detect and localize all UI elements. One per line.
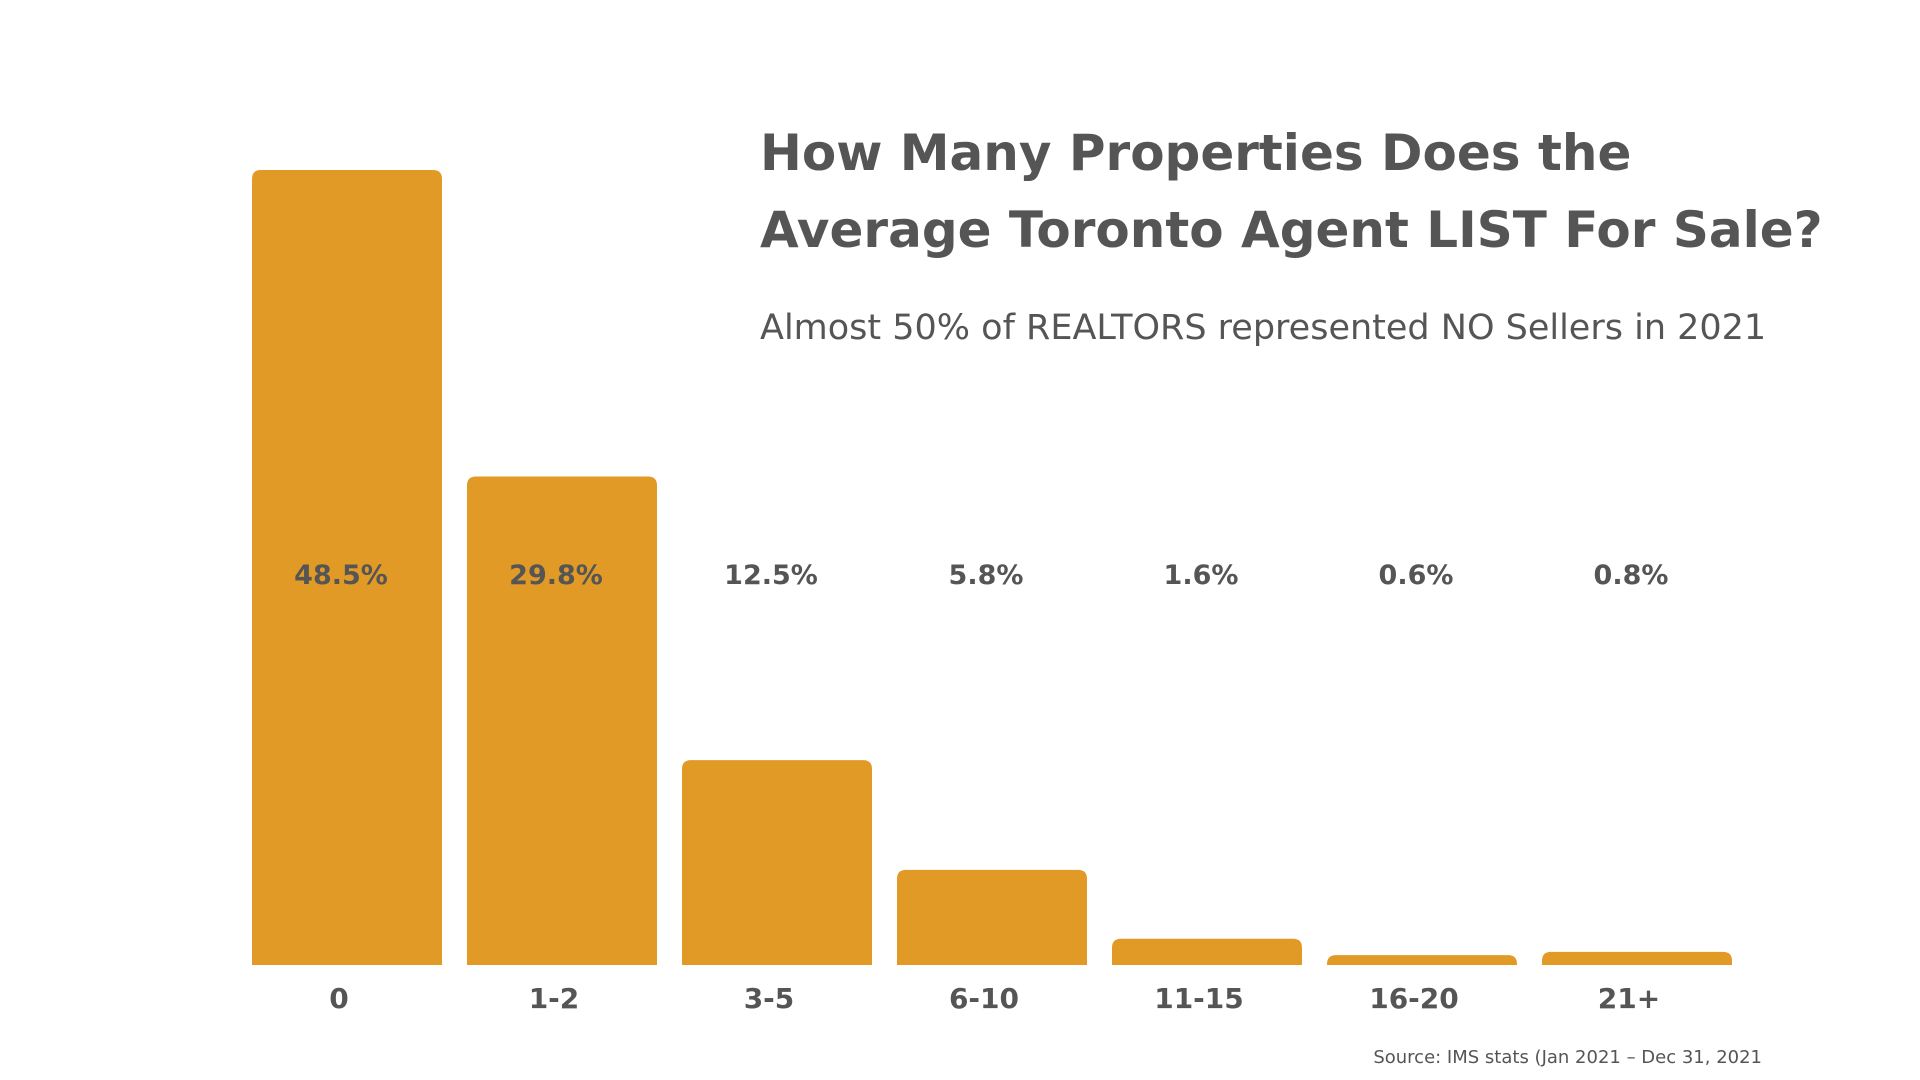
- chart-title: How Many Properties Does the Average Tor…: [760, 124, 1823, 259]
- x-tick-6-10: 6-10: [949, 982, 1019, 1015]
- x-tick-1-2: 1-2: [529, 982, 580, 1015]
- value-labels-group: 48.5% 29.8% 12.5% 5.8% 1.6% 0.6% 0.8%: [294, 560, 1668, 591]
- value-label-0: 48.5%: [294, 560, 388, 591]
- chart-title-line-1: How Many Properties Does the: [760, 124, 1631, 182]
- x-tick-0: 0: [329, 982, 348, 1015]
- bar-1-2: [467, 476, 657, 965]
- value-label-21+: 0.8%: [1594, 560, 1669, 591]
- value-label-6-10: 5.8%: [949, 560, 1024, 591]
- value-label-1-2: 29.8%: [509, 560, 603, 591]
- bar-3-5: [682, 760, 872, 965]
- bar-16-20: [1327, 955, 1517, 965]
- bar-11-15: [1112, 938, 1302, 965]
- chart-title-line-2: Average Toronto Agent LIST For Sale?: [760, 201, 1823, 259]
- source-note: Source: IMS stats (Jan 2021 – Dec 31, 20…: [1373, 1047, 1762, 1068]
- bars-group: [252, 170, 1732, 965]
- value-label-3-5: 12.5%: [724, 560, 818, 591]
- x-tick-16-20: 16-20: [1369, 982, 1459, 1015]
- bar-21+: [1542, 951, 1732, 965]
- x-tick-3-5: 3-5: [744, 982, 795, 1015]
- bar-0: [252, 170, 442, 965]
- x-tick-21+: 21+: [1598, 982, 1660, 1015]
- value-label-11-15: 1.6%: [1164, 560, 1239, 591]
- x-tick-11-15: 11-15: [1154, 982, 1244, 1015]
- value-label-16-20: 0.6%: [1379, 560, 1454, 591]
- bar-6-10: [897, 869, 1087, 965]
- chart-subtitle: Almost 50% of REALTORS represented NO Se…: [760, 308, 1766, 348]
- x-axis-tick-labels: 0 1-2 3-5 6-10 11-15 16-20 21+: [329, 982, 1660, 1015]
